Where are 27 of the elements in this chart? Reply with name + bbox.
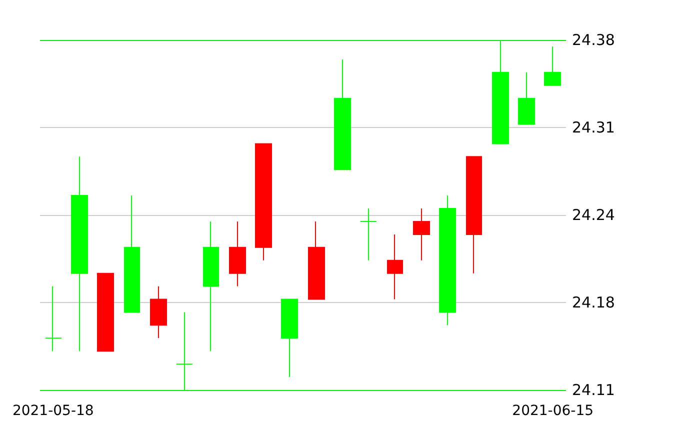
candlestick <box>71 156 88 352</box>
candlestick <box>124 195 140 313</box>
candlestick <box>229 220 246 287</box>
candlestick <box>97 272 114 352</box>
candlestick <box>492 40 509 144</box>
candlestick <box>439 195 456 326</box>
y-tick-label: 24.11 <box>572 381 615 399</box>
y-tick-label: 24.18 <box>572 294 615 312</box>
candlestick <box>466 156 482 274</box>
candlestick <box>413 208 430 261</box>
candlestick <box>255 143 272 261</box>
y-tick-label: 24.24 <box>572 206 615 224</box>
y-tick-label: 24.31 <box>572 118 615 136</box>
candlestick <box>334 58 351 170</box>
x-tick-label: 2021-06-15 <box>512 403 594 419</box>
y-tick-label: 24.38 <box>572 31 615 49</box>
candlestick <box>176 312 193 390</box>
candlestick <box>281 298 298 378</box>
candlestick <box>45 286 62 352</box>
candlestick <box>544 46 561 86</box>
candlestick <box>360 208 377 261</box>
x-tick-label: 2021-05-18 <box>12 403 94 419</box>
candlestick <box>518 72 535 125</box>
candlestick <box>308 220 325 300</box>
candlestick <box>150 286 167 339</box>
candlestick <box>387 234 403 300</box>
candlestick <box>203 220 219 352</box>
